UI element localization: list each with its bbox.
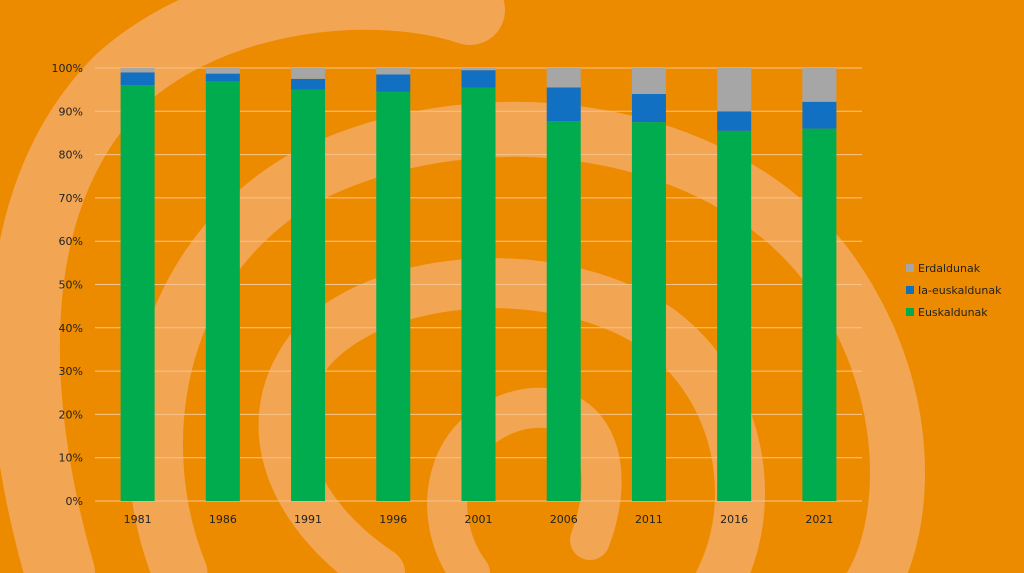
x-tick-label: 1981 [124, 513, 152, 526]
legend-swatch [906, 286, 914, 294]
bar-stack-1981 [120, 68, 155, 501]
swirl-core [427, 387, 622, 573]
legend-label: Euskaldunak [918, 306, 988, 319]
bar-stack-2011 [631, 68, 666, 501]
bar-stack-2021 [802, 68, 837, 501]
bar-erdaldunak-1991 [291, 68, 326, 79]
legend: Erdaldunak Ia-euskaldunak Euskaldunak [906, 262, 1002, 319]
x-tick-label: 2001 [465, 513, 493, 526]
legend-swatch [906, 264, 914, 272]
legend-swatch [906, 308, 914, 316]
bar-erdaldunak-2001 [461, 68, 496, 71]
x-tick-label: 2021 [805, 513, 833, 526]
bar-ia-euskaldunak-1996 [376, 74, 411, 92]
bar-ia-euskaldunak-2021 [802, 101, 837, 129]
bar-euskaldunak-2006 [546, 121, 581, 501]
bar-erdaldunak-1996 [376, 68, 411, 75]
y-tick-label: 20% [59, 408, 83, 421]
x-tick-label: 1986 [209, 513, 237, 526]
bar-stack-2016 [717, 68, 752, 501]
bar-euskaldunak-1981 [120, 85, 155, 501]
bar-euskaldunak-1991 [291, 89, 326, 502]
y-tick-label: 60% [59, 235, 83, 248]
bar-ia-euskaldunak-2006 [546, 87, 581, 122]
x-tick-label: 1996 [379, 513, 407, 526]
x-tick-label: 2011 [635, 513, 663, 526]
bar-euskaldunak-2021 [802, 128, 837, 501]
y-tick-label: 10% [59, 452, 83, 465]
bar-stack-1986 [205, 68, 240, 502]
bar-ia-euskaldunak-2011 [631, 93, 666, 123]
bars [120, 68, 837, 502]
bar-ia-euskaldunak-1991 [291, 78, 326, 90]
y-tick-label: 90% [59, 105, 83, 118]
swirl-outer [0, 0, 505, 573]
bar-erdaldunak-1986 [205, 68, 240, 74]
bar-euskaldunak-1996 [376, 91, 411, 501]
bar-ia-euskaldunak-1981 [120, 72, 155, 86]
x-axis-ticks: 1981 1986 1991 1996 2001 2006 2011 2016 2021 [124, 513, 834, 526]
y-tick-label: 30% [59, 365, 83, 378]
bar-euskaldunak-2016 [717, 130, 752, 501]
x-tick-label: 1991 [294, 513, 322, 526]
y-tick-label: 0% [66, 495, 83, 508]
x-tick-label: 2006 [550, 513, 578, 526]
bar-euskaldunak-2001 [461, 87, 496, 502]
bar-erdaldunak-2021 [802, 68, 837, 102]
legend-label: Erdaldunak [918, 262, 981, 275]
y-axis-ticks: 0% 10% 20% 30% 40% 50% 60% 70% 80% 90% 100% [52, 62, 83, 508]
y-tick-label: 40% [59, 322, 83, 335]
bar-erdaldunak-2016 [717, 68, 752, 112]
y-tick-label: 80% [59, 149, 83, 162]
y-tick-label: 100% [52, 62, 83, 75]
bar-ia-euskaldunak-1986 [205, 73, 240, 81]
bar-erdaldunak-2011 [631, 68, 666, 94]
bar-ia-euskaldunak-2016 [717, 111, 752, 131]
bar-erdaldunak-2006 [546, 68, 581, 88]
bar-stack-1991 [291, 68, 326, 502]
bar-euskaldunak-2011 [631, 122, 666, 501]
bar-erdaldunak-1981 [120, 68, 155, 73]
bar-stack-1996 [376, 68, 411, 501]
bar-stack-2001 [461, 68, 496, 502]
bar-euskaldunak-1986 [205, 80, 240, 502]
y-tick-label: 50% [59, 279, 83, 292]
bar-stack-2006 [546, 68, 581, 501]
y-tick-label: 70% [59, 192, 83, 205]
legend-label: Ia-euskaldunak [918, 284, 1002, 297]
x-tick-label: 2016 [720, 513, 748, 526]
bar-ia-euskaldunak-2001 [461, 70, 496, 88]
